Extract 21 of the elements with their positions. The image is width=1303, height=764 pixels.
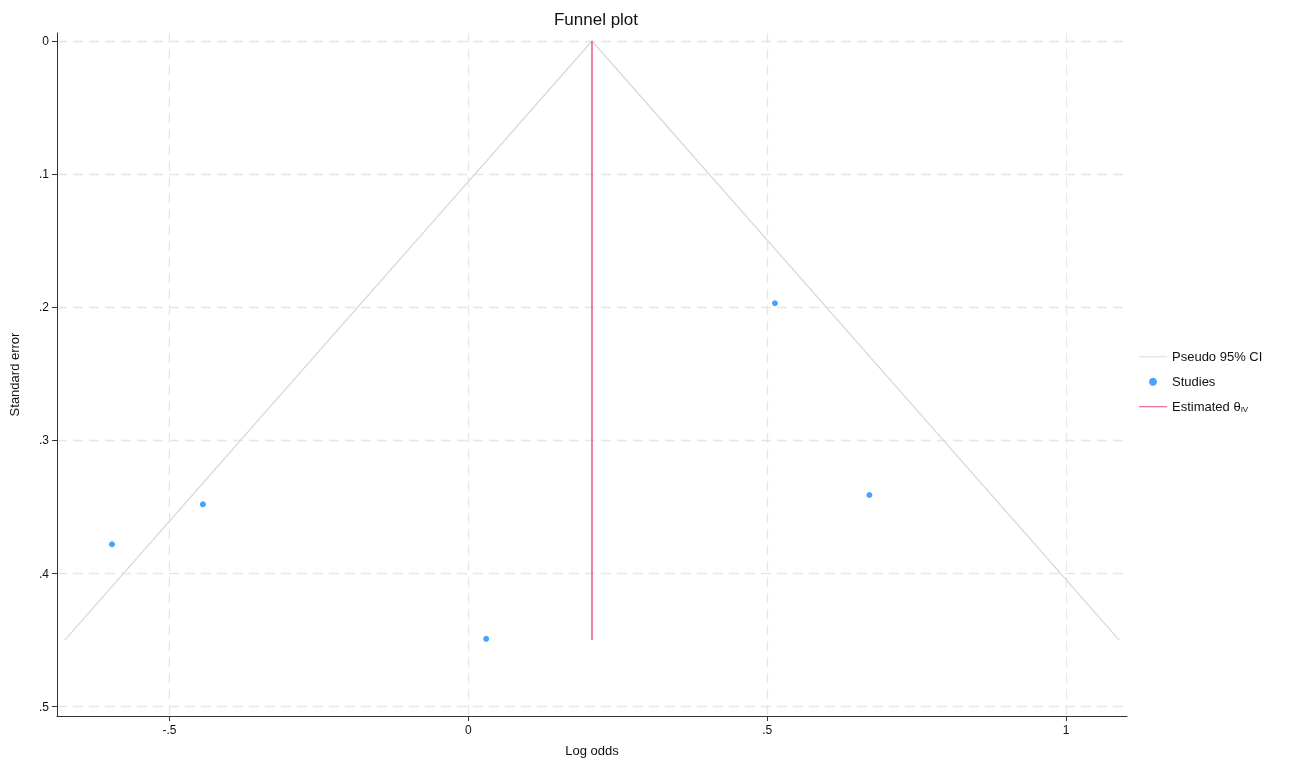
x-tick-label: .5: [762, 723, 773, 737]
point: [866, 491, 873, 498]
x-axis-title: Log odds: [565, 743, 620, 758]
x-tick-label: -.5: [162, 723, 177, 737]
legend-label: Studies: [1172, 374, 1216, 390]
y-tick-label: .3: [38, 433, 50, 448]
y-tick-label: .1: [38, 167, 50, 182]
y-tick-label: .5: [38, 699, 50, 714]
point: [483, 635, 490, 642]
legend-label: Estimated θIV: [1172, 399, 1249, 415]
point: [109, 541, 115, 548]
chart-title: Funnel plot: [553, 10, 639, 29]
point: [199, 501, 206, 508]
y-axis-title: Standard error: [7, 331, 22, 417]
legend-label: Pseudo 95% CI: [1172, 349, 1263, 365]
y-tick-label: .4: [38, 566, 50, 581]
x-tick-label: 1: [1062, 723, 1070, 737]
y-tick-label: .2: [38, 300, 50, 315]
point: [771, 300, 778, 307]
y-tick-label: 0: [42, 33, 50, 48]
x-tick-label: 0: [464, 723, 472, 737]
